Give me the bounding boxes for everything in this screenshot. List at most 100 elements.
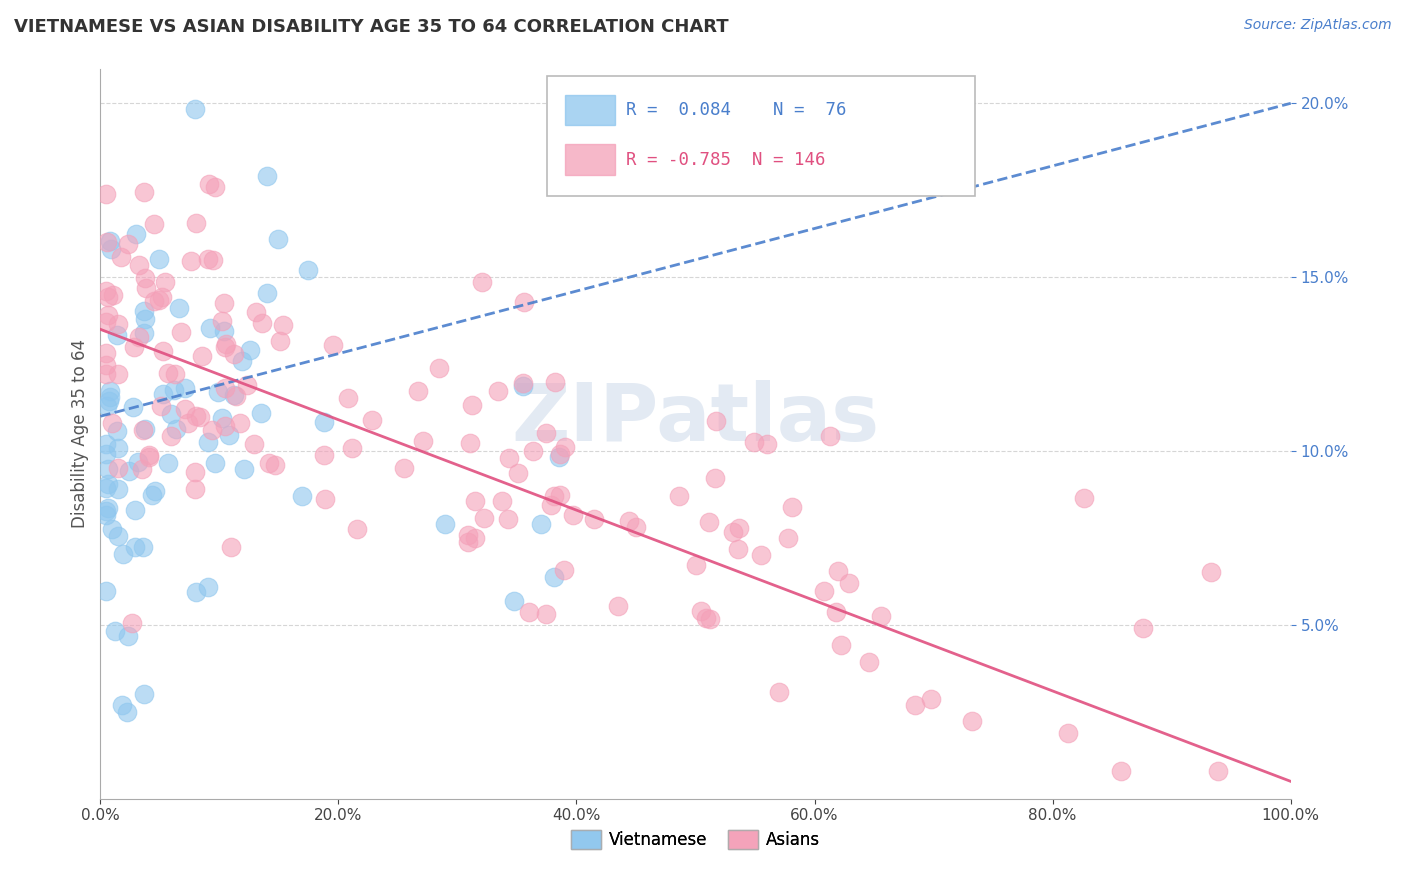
Point	[107, 482, 129, 496]
Point	[727, 520, 749, 534]
Point	[132, 423, 155, 437]
Point	[222, 388, 245, 402]
Text: R =  0.084    N =  76: R = 0.084 N = 76	[627, 101, 846, 120]
Point	[152, 344, 174, 359]
Point	[544, 375, 567, 389]
Point	[128, 258, 150, 272]
Point	[98, 384, 121, 398]
Point	[239, 343, 262, 357]
Point	[96, 235, 118, 249]
Point	[212, 295, 235, 310]
Point	[184, 482, 207, 496]
Point	[96, 481, 118, 495]
Point	[98, 393, 121, 408]
Point	[236, 377, 259, 392]
Point	[960, 714, 983, 728]
Point	[243, 437, 266, 451]
Point	[117, 705, 139, 719]
Point	[174, 380, 197, 394]
Point	[104, 624, 127, 638]
Point	[340, 441, 363, 455]
Point	[749, 548, 772, 562]
Point	[97, 500, 120, 515]
Point	[148, 252, 170, 267]
Point	[472, 511, 495, 525]
Point	[122, 340, 145, 354]
Point	[202, 252, 225, 267]
Point	[1057, 726, 1080, 740]
Point	[165, 421, 187, 435]
Point	[97, 290, 120, 304]
Point	[903, 698, 925, 712]
Point	[314, 415, 336, 429]
Point	[204, 179, 226, 194]
Point	[135, 281, 157, 295]
Point	[184, 466, 207, 480]
Point	[132, 687, 155, 701]
Point	[582, 512, 605, 526]
Point	[156, 456, 179, 470]
Point	[143, 217, 166, 231]
Point	[778, 531, 800, 545]
Point	[98, 234, 121, 248]
Point	[138, 450, 160, 464]
Point	[259, 456, 281, 470]
Point	[117, 628, 139, 642]
Point	[548, 450, 571, 465]
Point	[212, 325, 235, 339]
Point	[346, 522, 368, 536]
Point	[170, 325, 193, 339]
Point	[870, 609, 893, 624]
Point	[149, 399, 172, 413]
Point	[695, 611, 717, 625]
Point	[131, 462, 153, 476]
Point	[214, 340, 236, 354]
Point	[96, 504, 118, 518]
Point	[105, 327, 128, 342]
Point	[174, 401, 197, 416]
Point	[214, 419, 236, 434]
Point	[218, 427, 240, 442]
Point	[394, 461, 416, 475]
Point	[125, 227, 148, 242]
Point	[124, 503, 146, 517]
Text: ZIPatlas: ZIPatlas	[512, 380, 880, 458]
Point	[96, 186, 118, 201]
Point	[201, 423, 224, 437]
Point	[160, 407, 183, 421]
Point	[562, 508, 585, 522]
Point	[697, 515, 720, 529]
Point	[141, 488, 163, 502]
Text: Source: ZipAtlas.com: Source: ZipAtlas.com	[1244, 18, 1392, 32]
Point	[269, 334, 291, 348]
Point	[685, 558, 707, 573]
Point	[245, 305, 267, 319]
Point	[162, 383, 184, 397]
Point	[458, 436, 481, 450]
Point	[457, 534, 479, 549]
Point	[314, 448, 336, 462]
Point	[768, 685, 790, 699]
Point	[553, 563, 575, 577]
Point	[96, 285, 118, 299]
Point	[228, 416, 250, 430]
Point	[163, 368, 186, 382]
Point	[143, 483, 166, 498]
Point	[197, 252, 219, 266]
Point	[96, 346, 118, 360]
Point	[132, 540, 155, 554]
Point	[721, 525, 744, 540]
Point	[534, 607, 557, 622]
Point	[607, 599, 630, 613]
Point	[1199, 565, 1222, 579]
Point	[412, 434, 434, 448]
Point	[132, 185, 155, 199]
Point	[156, 366, 179, 380]
Point	[513, 295, 536, 310]
Point	[107, 367, 129, 381]
Point	[1073, 491, 1095, 506]
Point	[506, 467, 529, 481]
Point	[920, 691, 942, 706]
Point	[231, 353, 253, 368]
Point	[128, 330, 150, 344]
